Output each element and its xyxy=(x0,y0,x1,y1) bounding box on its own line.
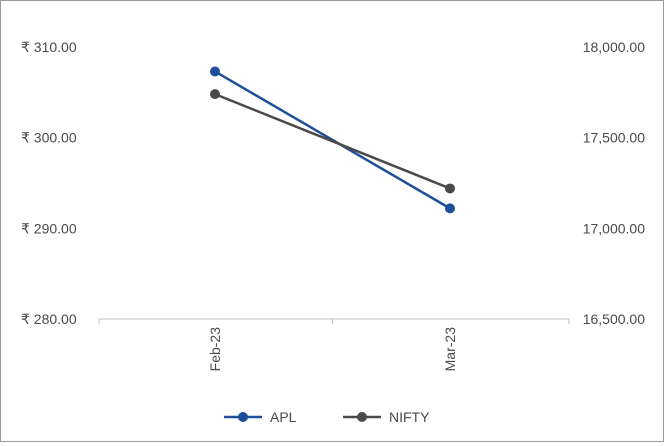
left-axis-tick-label: ₹ 300.00 xyxy=(21,130,77,146)
series-group xyxy=(210,66,455,214)
right-axis-ticks: 16,500.00 17,000.00 17,500.00 18,000.00 xyxy=(583,39,645,327)
x-axis-tick-label: Feb-23 xyxy=(207,327,223,372)
right-axis-tick-label: 18,000.00 xyxy=(583,39,645,55)
data-point-nifty xyxy=(445,183,455,194)
legend-label-nifty: NIFTY xyxy=(389,409,430,425)
x-axis-tick-label: Mar-23 xyxy=(442,327,458,372)
data-point-apl xyxy=(210,66,220,77)
legend-marker-apl xyxy=(238,412,248,422)
legend: APL NIFTY xyxy=(224,409,430,425)
left-axis-tick-label: ₹ 280.00 xyxy=(21,311,77,327)
series-line-apl xyxy=(214,70,451,210)
left-axis-tick-label: ₹ 310.00 xyxy=(21,39,77,55)
data-point-apl xyxy=(445,203,455,214)
right-axis-tick-label: 16,500.00 xyxy=(583,311,645,327)
legend-label-apl: APL xyxy=(270,409,297,425)
x-axis-ticks: Feb-23 Mar-23 xyxy=(207,327,458,372)
right-axis-tick-label: 17,000.00 xyxy=(583,220,645,236)
legend-marker-nifty xyxy=(357,412,367,422)
left-axis-ticks: ₹ 280.00 ₹ 290.00 ₹ 300.00 ₹ 310.00 xyxy=(21,39,77,327)
left-axis-tick-label: ₹ 290.00 xyxy=(21,220,77,236)
right-axis-tick-label: 17,500.00 xyxy=(583,130,645,146)
series-line-nifty xyxy=(214,92,451,190)
axes xyxy=(98,318,570,324)
data-point-nifty xyxy=(210,89,220,100)
